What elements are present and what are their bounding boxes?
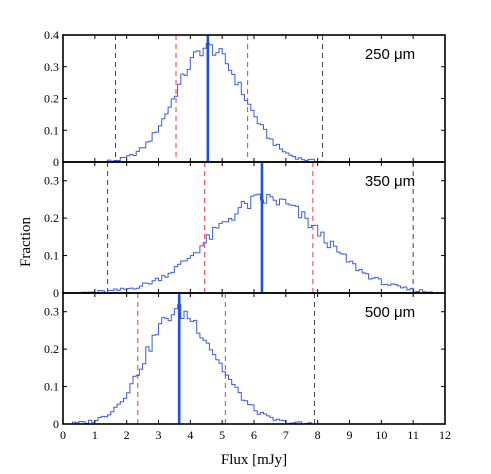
y-tick-label: 0.2	[44, 92, 59, 106]
y-tick-label: 0	[53, 155, 59, 169]
y-axis-label: Fraction	[18, 217, 34, 267]
y-tick-label: 0.3	[44, 174, 59, 188]
panel-wavelength-label: 350 μm	[365, 173, 415, 190]
x-tick-label: 4	[187, 428, 193, 442]
y-tick-label: 0.1	[44, 123, 59, 137]
y-tick-label: 0.3	[44, 60, 59, 74]
histogram-series	[81, 193, 439, 294]
y-tick-label: 0.3	[44, 305, 59, 319]
x-tick-label: 11	[407, 428, 419, 442]
y-tick-label: 0	[53, 417, 59, 431]
x-tick-label: 3	[156, 428, 162, 442]
y-tick-label: 0.1	[44, 249, 59, 263]
y-tick-label: 0.4	[44, 28, 59, 42]
y-tick-label: 0.2	[44, 342, 59, 356]
panel-1: 0.1 0.2 0.3 0 350 μm	[44, 161, 446, 300]
x-tick-label: 8	[315, 428, 321, 442]
x-tick-label: 5	[219, 428, 225, 442]
x-tick-label: 2	[124, 428, 130, 442]
y-tick-label: 0.1	[44, 380, 59, 394]
panel-wavelength-label: 500 μm	[365, 304, 415, 321]
panel-wavelength-label: 250 μm	[365, 46, 415, 63]
x-tick-label: 7	[283, 428, 289, 442]
x-tick-label: 1	[92, 428, 98, 442]
y-tick-label: 0	[53, 286, 59, 300]
x-axis-label: Flux [mJy]	[221, 452, 287, 468]
histogram-series	[63, 304, 315, 425]
x-tick-label: 6	[251, 428, 257, 442]
panel-0: 0.1 0.2 0.3 0.4 0 250 μm	[44, 28, 446, 169]
x-tick-label: 10	[375, 428, 387, 442]
y-tick-label: 0.2	[44, 211, 59, 225]
x-tick-label: 0	[60, 428, 66, 442]
histogram-series	[107, 42, 328, 163]
x-tick-label: 9	[347, 428, 353, 442]
panel-2: 0.1 0.2 0.3 0 500 μm	[44, 292, 446, 431]
x-tick-label: 12	[439, 428, 451, 442]
